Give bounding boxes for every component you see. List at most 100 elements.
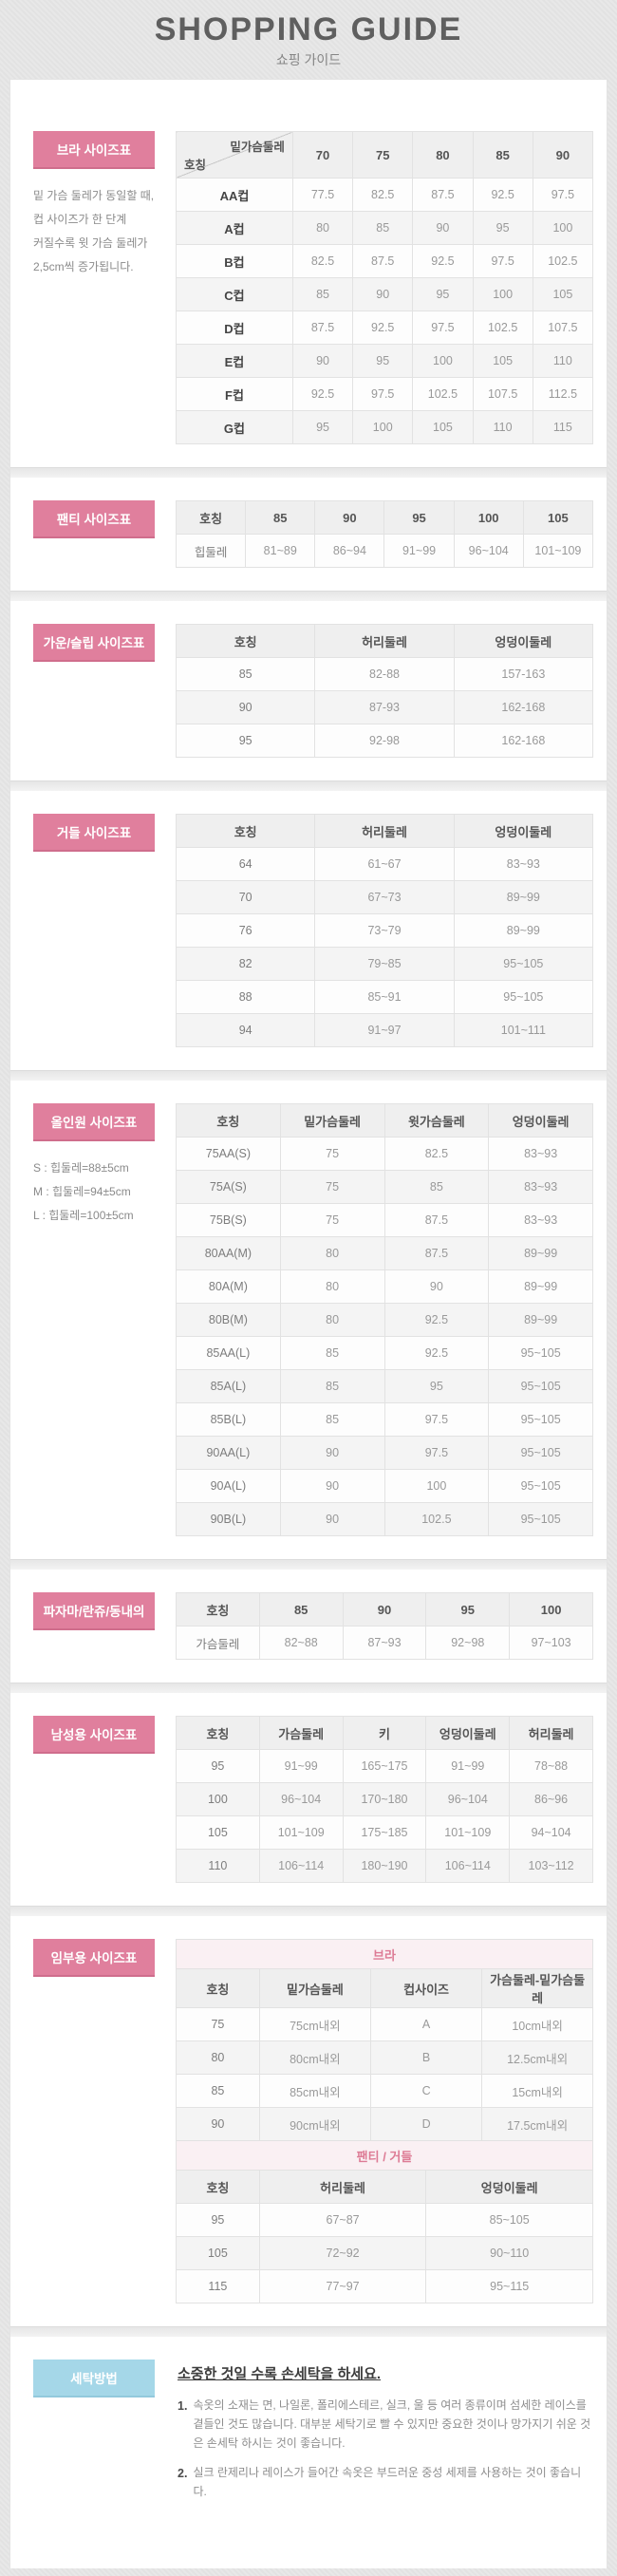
table-header-cell: 105 xyxy=(522,500,594,536)
table-cell: 17.5cm내외 xyxy=(481,2107,593,2142)
section-gown-slip: 가운/슬립 사이즈표 호칭 허리둘레 엉덩이둘레 85 82-88 157-163 90 87-… xyxy=(10,601,607,780)
table-cell: 110 xyxy=(176,1849,260,1884)
table-cell: 가슴둘레 xyxy=(176,1626,260,1661)
table-cell: 95 xyxy=(291,410,354,445)
table-cell: 85 xyxy=(175,657,316,692)
table-cell: 82-88 xyxy=(314,657,455,692)
table-cell: 89~99 xyxy=(488,1269,593,1305)
table-cell: 86~94 xyxy=(314,534,385,569)
table-row: 100 96~104 170~180 96~104 86~96 xyxy=(176,1782,593,1817)
table-cell: 78~88 xyxy=(509,1749,593,1784)
table-cell: 92.5 xyxy=(352,310,414,346)
table-cell: 85 xyxy=(279,1336,385,1371)
table-cell: 90AA(L) xyxy=(176,1436,281,1471)
size-table-pajama: 호칭 85 90 95 100 가슴둘레 82~88 87~93 92~98 97~103 xyxy=(176,1592,593,1661)
table-cell: 77~97 xyxy=(258,2269,427,2304)
table-cell: 88 xyxy=(175,980,316,1015)
section-divider xyxy=(10,1683,607,1694)
table-cell: 100 xyxy=(472,277,533,312)
table-cell: 80 xyxy=(176,2040,260,2076)
table-row: 80A(M) 80 90 89~99 xyxy=(176,1269,593,1305)
table-cell: 165~175 xyxy=(342,1749,427,1784)
table-cell: 80A(M) xyxy=(176,1269,281,1305)
table-cell: 95~105 xyxy=(488,1436,593,1471)
section-girdle: 거들 사이즈표 호칭 허리둘레 엉덩이둘레 64 61~67 83~93 70 67~73 89~… xyxy=(10,791,607,1070)
table-header-cell: 가슴둘레-밑가슴둘레 xyxy=(481,1968,593,2009)
washing-item-text: 속옷의 소재는 면, 나일론, 폴리에스테르, 실크, 울 등 여러 종류이며 … xyxy=(193,2398,591,2450)
table-cell: 89~99 xyxy=(488,1236,593,1271)
size-table-panty: 호칭 85 90 95 100 105 힙둘레 81~89 86~94 91~99 96~104 10… xyxy=(175,500,594,569)
table-cell: 96~104 xyxy=(258,1782,344,1817)
diagonal-top-label: 밑가슴둘레 xyxy=(230,141,285,155)
table-cell: 82 xyxy=(175,947,316,982)
table-header-row: 호칭 가슴둘레 키 엉덩이둘레 허리둘레 xyxy=(176,1716,593,1751)
section-divider xyxy=(10,1906,607,1917)
table-row: 80AA(M) 80 87.5 89~99 xyxy=(176,1236,593,1271)
table-cell: 12.5cm내외 xyxy=(481,2040,593,2076)
table-subheader: 브라 xyxy=(176,1939,593,1970)
table-row: 76 73~79 89~99 xyxy=(175,913,594,949)
table-row: C컵 85 90 95 100 105 xyxy=(176,277,594,312)
table-cell: 97.5 xyxy=(383,1436,490,1471)
table-row: 115 77~97 95~115 xyxy=(176,2269,593,2304)
table-cell: 77.5 xyxy=(291,178,354,213)
table-cell: 90cm내외 xyxy=(258,2107,372,2142)
table-header-row: 호칭 밑가슴둘레 윗가슴둘레 엉덩이둘레 xyxy=(176,1103,593,1138)
table-cell: 80 xyxy=(279,1236,385,1271)
table-header-cell: 호칭 xyxy=(176,1968,260,2009)
table-cell: 76 xyxy=(175,913,316,949)
section-mens: 남성용 사이즈표 호칭 가슴둘레 키 엉덩이둘레 허리둘레 95 91~99 165~175 91… xyxy=(10,1693,607,1906)
size-table-gown-slip: 호칭 허리둘레 엉덩이둘레 85 82-88 157-163 90 87-93 162-168 9… xyxy=(175,624,594,759)
table-cell: 101~109 xyxy=(522,534,594,569)
table-row: 85AA(L) 85 92.5 95~105 xyxy=(176,1336,593,1371)
table-cell: 92.5 xyxy=(383,1303,490,1338)
table-cell: 115 xyxy=(176,2269,260,2304)
size-table-bra: 밑가슴둘레 호칭 70 75 80 85 90 AA컵 77.5 82.5 87.5 92.5 97.5… xyxy=(176,131,594,445)
table-cell: 105 xyxy=(412,410,474,445)
section-label-maternity: 임부용 사이즈표 xyxy=(33,1939,155,1978)
table-header-cell: 85 xyxy=(472,131,533,179)
table-row: 가슴둘레 82~88 87~93 92~98 97~103 xyxy=(176,1626,593,1661)
section-note: 밑 가슴 둘레가 동일할 때, xyxy=(33,189,155,203)
table-header-cell: 85 xyxy=(245,500,316,536)
table-cell: 87.5 xyxy=(352,244,414,279)
table-header-cell: 70 xyxy=(291,131,354,179)
table-cell: 97.5 xyxy=(532,178,594,213)
section-main: 밑가슴둘레 호칭 70 75 80 85 90 AA컵 77.5 82.5 87.5 92.5 97.5… xyxy=(176,131,594,445)
table-cell: 106~114 xyxy=(258,1849,344,1884)
table-row: 80B(M) 80 92.5 89~99 xyxy=(176,1303,593,1338)
table-header-cell: 호칭 xyxy=(175,814,316,849)
section-side: 올인원 사이즈표 S : 힙둘레=88±5cm M : 힙둘레=94±5cm L : … xyxy=(33,1103,155,1226)
size-table-girdle: 호칭 허리둘레 엉덩이둘레 64 61~67 83~93 70 67~73 89~99 76 73~… xyxy=(175,814,594,1048)
table-cell: 102.5 xyxy=(383,1502,490,1537)
table-cell: 80cm내외 xyxy=(258,2040,372,2076)
table-cell: 95 xyxy=(352,344,414,379)
diagonal-bottom-label: 호칭 xyxy=(184,159,207,173)
table-cell: 82.5 xyxy=(383,1137,490,1172)
table-row: 85 82-88 157-163 xyxy=(175,657,594,692)
table-header-row: 호칭 허리둘레 엉덩이둘레 xyxy=(175,814,594,849)
table-header-cell: 밑가슴둘레 xyxy=(279,1103,385,1138)
table-cell: G컵 xyxy=(176,410,293,445)
table-cell: 85AA(L) xyxy=(176,1336,281,1371)
table-row: A컵 80 85 90 95 100 xyxy=(176,211,594,246)
table-cell: 85cm내외 xyxy=(258,2074,372,2109)
table-row: 95 91~99 165~175 91~99 78~88 xyxy=(176,1749,593,1784)
table-cell: 85~91 xyxy=(314,980,455,1015)
table-cell: 90 xyxy=(279,1469,385,1504)
table-cell: 100 xyxy=(176,1782,260,1817)
table-cell: 90 xyxy=(291,344,354,379)
section-pajama: 파자마/란쥬/동내의 호칭 85 90 95 100 가슴둘레 82~88 87~93 92~98… xyxy=(10,1570,607,1683)
table-cell: C xyxy=(369,2074,483,2109)
table-cell: 85 xyxy=(279,1402,385,1438)
table-row: 90AA(L) 90 97.5 95~105 xyxy=(176,1436,593,1471)
table-row: 75 75cm내외 A 10cm내외 xyxy=(176,2007,593,2042)
table-cell: 90B(L) xyxy=(176,1502,281,1537)
table-cell: 85B(L) xyxy=(176,1402,281,1438)
table-header-cell: 호칭 xyxy=(175,500,247,536)
table-cell: 105 xyxy=(532,277,594,312)
table-cell: 72~92 xyxy=(258,2236,427,2271)
section-note: M : 힙둘레=94±5cm xyxy=(33,1185,131,1199)
table-cell: 94~104 xyxy=(509,1815,593,1851)
table-cell: C컵 xyxy=(176,277,293,312)
